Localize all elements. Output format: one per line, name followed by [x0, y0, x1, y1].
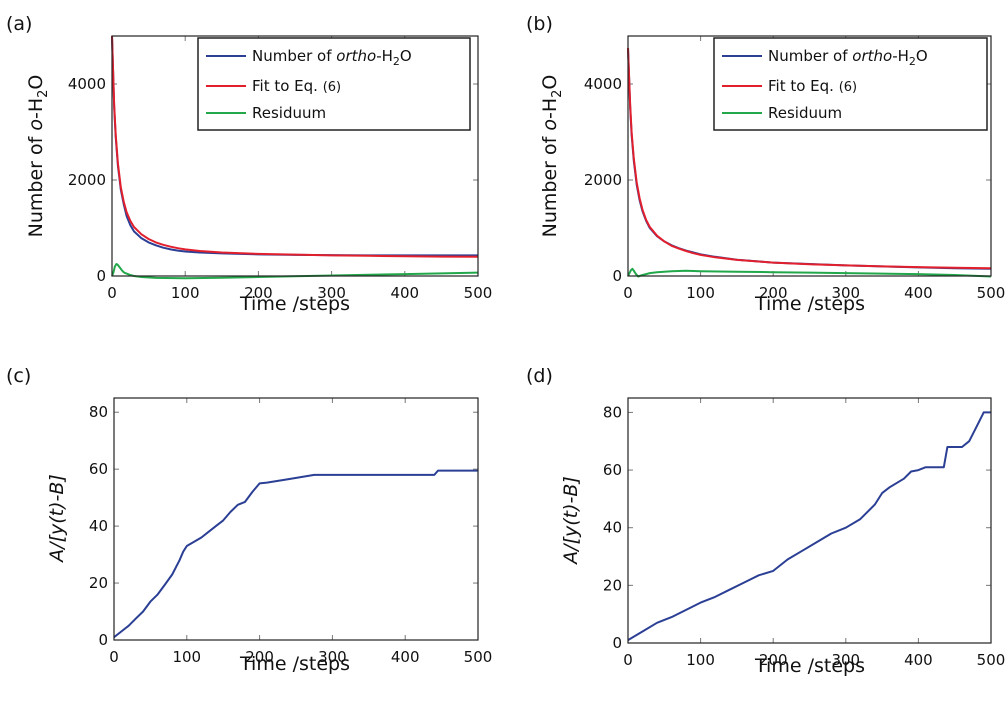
x-tick-label: 300 — [831, 284, 860, 302]
x-tick-label: 400 — [904, 651, 933, 669]
y-tick-label: 60 — [603, 461, 622, 479]
y-tick-label: 0 — [612, 634, 622, 652]
y-tick-label: 4000 — [68, 75, 106, 93]
x-tick-label: 500 — [464, 284, 493, 302]
data-lines — [627, 411, 991, 641]
x-tick-label: 0 — [107, 284, 117, 302]
y-tick-label: 0 — [96, 267, 106, 285]
x-tick-label: 0 — [623, 284, 633, 302]
x-tick-label: 400 — [391, 648, 420, 666]
plot-frame — [111, 35, 479, 277]
tick-marks — [627, 398, 992, 644]
tick-labels: 0 100 200 300 400 500 0 2000 4000 — [584, 75, 1006, 302]
legend: Number of ortho-H2O Fit to Eq. (6) Resid… — [713, 37, 988, 131]
y-tick-label: 0 — [612, 267, 622, 285]
legend-entry-residuum: Residuum — [768, 104, 842, 122]
series-line-fit — [627, 47, 992, 270]
x-tick-label: 300 — [318, 648, 347, 666]
y-tick-label: 80 — [603, 403, 622, 421]
data-lines — [113, 469, 478, 638]
legend-box — [713, 37, 988, 131]
x-tick-label: 200 — [759, 651, 788, 669]
panel-b: (b) 0 100 200 300 400 500 0 2000 4000 Time /step… — [526, 13, 1005, 315]
legend-entry-fit: Fit to Eq. (6) — [768, 77, 857, 95]
panel-c: (c) 0 100 200 300 400 500 0 20 40 60 80 Time /step… — [6, 365, 492, 675]
tick-marks — [113, 398, 479, 641]
panel-d: (d) 0 100 200 300 400 500 0 20 40 60 80 Time /step… — [526, 365, 1005, 677]
x-tick-label: 300 — [831, 651, 860, 669]
y-tick-label: 20 — [89, 574, 108, 592]
plot-frame — [113, 397, 479, 641]
y-tick-label: 80 — [89, 403, 108, 421]
panel-label: (d) — [526, 365, 553, 387]
x-tick-label: 400 — [904, 284, 933, 302]
x-tick-label: 200 — [245, 648, 274, 666]
y-axis-label: Number of o-H2O — [25, 75, 51, 238]
plot-frame — [627, 397, 992, 644]
y-tick-label: 2000 — [584, 171, 622, 189]
tick-labels: 0 100 200 300 400 500 0 2000 4000 — [68, 75, 493, 302]
series-line-number — [627, 411, 991, 641]
x-tick-label: 500 — [977, 284, 1006, 302]
x-tick-label: 100 — [686, 284, 715, 302]
x-axis-label: Time /steps — [754, 655, 865, 677]
y-tick-label: 2000 — [68, 171, 106, 189]
y-tick-label: 40 — [89, 517, 108, 535]
x-tick-label: 200 — [244, 284, 273, 302]
y-axis-label: A/[y(t)-B] — [46, 474, 68, 564]
y-tick-label: 40 — [603, 519, 622, 537]
data-lines — [627, 47, 992, 278]
y-tick-label: 60 — [89, 460, 108, 478]
x-axis-label: Time /steps — [754, 293, 865, 315]
x-tick-label: 0 — [623, 651, 633, 669]
series-line-residuum — [111, 263, 479, 280]
x-tick-label: 100 — [171, 284, 200, 302]
legend-entry-residuum: Residuum — [252, 104, 326, 122]
tick-labels: 0 100 200 300 400 500 0 20 40 60 80 — [603, 403, 1005, 669]
y-tick-label: 0 — [98, 631, 108, 649]
data-lines — [111, 35, 479, 280]
x-tick-label: 0 — [109, 648, 119, 666]
y-tick-label: 4000 — [584, 75, 622, 93]
x-tick-label: 500 — [977, 651, 1006, 669]
x-tick-label: 400 — [390, 284, 419, 302]
panel-label: (c) — [6, 365, 31, 387]
x-axis-label: Time /steps — [239, 653, 350, 675]
panel-label: (a) — [6, 13, 32, 35]
series-line-residuum — [627, 267, 992, 278]
x-tick-label: 100 — [686, 651, 715, 669]
legend: Number of ortho-H2O Fit to Eq. (6) Resid… — [197, 37, 471, 131]
y-tick-label: 20 — [603, 576, 622, 594]
plot-frame — [627, 35, 992, 277]
series-line-fit — [111, 35, 479, 258]
legend-entry-number: Number of ortho-H2O — [768, 47, 928, 68]
x-tick-label: 200 — [759, 284, 788, 302]
x-tick-label: 500 — [464, 648, 493, 666]
y-axis-label: Number of o-H2O — [539, 75, 565, 238]
legend-box — [197, 37, 471, 131]
panel-a: (a) 0 100 200 300 400 500 0 2000 4000 Time /step… — [6, 13, 492, 315]
legend-entry-number: Number of ortho-H2O — [252, 47, 412, 68]
x-tick-label: 300 — [317, 284, 346, 302]
x-tick-label: 100 — [172, 648, 201, 666]
series-line-number — [113, 469, 478, 638]
panel-label: (b) — [526, 13, 553, 35]
tick-labels: 0 100 200 300 400 500 0 20 40 60 80 — [89, 403, 492, 666]
x-axis-label: Time /steps — [239, 293, 350, 315]
legend-entry-fit: Fit to Eq. (6) — [252, 77, 341, 95]
y-axis-label: A/[y(t)-B] — [560, 476, 582, 566]
